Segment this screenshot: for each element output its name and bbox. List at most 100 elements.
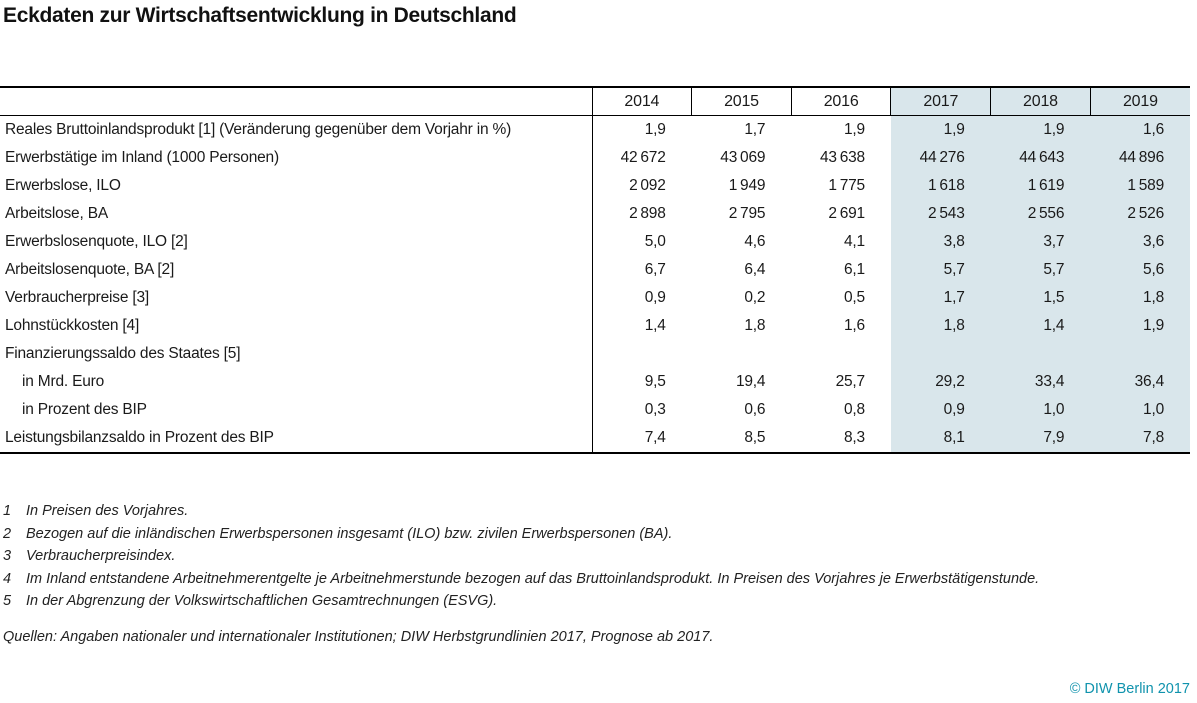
cell-value: 7,4	[592, 424, 692, 454]
economic-data-table: 2014 2015 2016 2017 2018 2019 Reales Bru…	[0, 86, 1190, 454]
footnote-number: 3	[3, 548, 12, 564]
cell-value: 1,0	[990, 396, 1091, 424]
row-label: Reales Bruttoinlandsprodukt [1] (Verände…	[0, 115, 593, 144]
footnote: 4 Im Inland entstandene Arbeitnehmerentg…	[3, 568, 1197, 591]
cell-value: 0,9	[644, 289, 666, 306]
cell-value: 1,6	[844, 317, 865, 334]
cell-value: 3,8	[890, 228, 991, 256]
cell-value: 44 643	[990, 144, 1091, 172]
cell-value: 1 775	[828, 177, 865, 194]
table-row: Verbraucherpreise [3] 0,9 0,2 0,5 1,7 1,5 1,8	[0, 284, 1190, 312]
cell-value: 2 092	[629, 177, 666, 194]
cell-value: 2 556	[990, 200, 1091, 228]
cell-value: 5,7	[890, 256, 991, 284]
cell-value: 1,9	[990, 115, 1091, 144]
cell-value	[890, 340, 991, 368]
row-label: Lohnstückkosten [4]	[0, 312, 593, 340]
footnote-text: Verbraucherpreisindex.	[26, 548, 176, 564]
cell-value: 1 589	[1090, 172, 1190, 200]
footnotes-block: 1 In Preisen des Vorjahres. 2 Bezogen au…	[3, 500, 1197, 613]
cell-value: 25,7	[835, 373, 866, 390]
table-row: Leistungsbilanzsaldo in Prozent des BIP 7…	[0, 424, 1190, 454]
footnote-text: Im Inland entstandene Arbeitnehmerentgel…	[26, 570, 1040, 587]
cell-value: 1,9	[644, 121, 666, 138]
cell-value: 1,8	[1090, 284, 1190, 312]
cell-value: 2 543	[890, 200, 991, 228]
cell-value: 3,6	[1090, 228, 1190, 256]
footnote-text: Bezogen auf die inländischen Erwerbspers…	[26, 525, 673, 542]
year-column-header: 2016	[790, 86, 891, 116]
footnote-number: 4	[3, 570, 12, 587]
cell-value: 42 672	[620, 149, 666, 166]
cell-value: 4,6	[744, 233, 766, 250]
sources-line: Quellen: Angaben nationaler und internat…	[3, 628, 714, 645]
cell-value: 0,3	[644, 401, 666, 418]
row-label-header	[0, 86, 592, 116]
cell-value: 7,8	[1090, 424, 1190, 454]
footnote: 1 In Preisen des Vorjahres.	[3, 500, 1197, 523]
table-row: Reales Bruttoinlandsprodukt [1] (Verände…	[0, 115, 1190, 144]
row-label: Arbeitslosenquote, BA [2]	[0, 256, 593, 284]
cell-value: 1,8	[890, 312, 991, 340]
cell-value: 1 619	[990, 172, 1091, 200]
cell-value: 33,4	[990, 368, 1091, 396]
cell-value: 2 526	[1090, 200, 1190, 228]
cell-value: 1 618	[890, 172, 991, 200]
table-row: Arbeitslosenquote, BA [2] 6,7 6,4 6,1 5,7 5,7…	[0, 256, 1190, 284]
year-column-header: 2015	[691, 86, 792, 116]
row-label: Arbeitslose, BA	[0, 200, 593, 228]
cell-value: 1,5	[990, 284, 1091, 312]
cell-value: 0,6	[744, 401, 766, 418]
cell-value: 0,9	[890, 396, 991, 424]
cell-value: 1,9	[890, 115, 991, 144]
footnote-number: 2	[3, 525, 12, 542]
footnote-text: In der Abgrenzung der Volkswirtschaftlic…	[26, 593, 498, 609]
cell-value: 43 069	[720, 149, 766, 166]
cell-value: 8,5	[691, 424, 792, 454]
cell-value: 1,8	[744, 317, 766, 334]
cell-value: 2 691	[828, 205, 865, 222]
cell-value: 6,1	[844, 261, 865, 278]
cell-value: 7,9	[990, 424, 1091, 454]
year-column-header-forecast: 2017	[890, 86, 991, 116]
table-row: Lohnstückkosten [4] 1,4 1,8 1,6 1,8 1,4 1,9	[0, 312, 1190, 340]
footnote: 3 Verbraucherpreisindex.	[3, 545, 1197, 568]
table-row: Finanzierungssaldo des Staates [5]	[0, 340, 1190, 368]
cell-value: 2 898	[629, 205, 666, 222]
table-row: Erwerbslosenquote, ILO [2] 5,0 4,6 4,1 3,8 3,…	[0, 228, 1190, 256]
cell-value: 5,7	[990, 256, 1091, 284]
cell-value: 0,2	[744, 289, 766, 306]
footnote-number: 5	[3, 593, 12, 609]
table-row: Arbeitslose, BA 2 898 2 795 2 691 2 543 2 556…	[0, 200, 1190, 228]
cell-value: 2 795	[728, 205, 766, 222]
cell-value	[592, 340, 692, 368]
footnote: 5 In der Abgrenzung der Volkswirtschaftl…	[3, 590, 1197, 613]
cell-value: 1,4	[644, 317, 666, 334]
row-label: in Prozent des BIP	[0, 396, 593, 424]
cell-value: 0,8	[844, 401, 865, 418]
table-header: 2014 2015 2016 2017 2018 2019	[0, 86, 1190, 116]
cell-value: 5,6	[1090, 256, 1190, 284]
cell-value: 6,4	[744, 261, 766, 278]
cell-value: 3,7	[990, 228, 1091, 256]
year-column-header-forecast: 2019	[1089, 86, 1190, 116]
cell-value	[692, 340, 792, 368]
row-label: Erwerbslose, ILO	[0, 172, 593, 200]
year-header-row: 2014 2015 2016 2017 2018 2019	[0, 86, 1190, 116]
row-label: Finanzierungssaldo des Staates [5]	[0, 340, 593, 368]
cell-value: 44 896	[1090, 144, 1190, 172]
row-label: in Mrd. Euro	[0, 368, 593, 396]
cell-value: 43 638	[819, 149, 865, 166]
cell-value: 29,2	[890, 368, 991, 396]
table-row: Erwerbstätige im Inland (1000 Personen) 4…	[0, 144, 1190, 172]
cell-value: 1,6	[1090, 115, 1190, 144]
row-label: Erwerbstätige im Inland (1000 Personen)	[0, 144, 593, 172]
row-label: Erwerbslosenquote, ILO [2]	[0, 228, 593, 256]
cell-value: 1 949	[728, 177, 766, 194]
table-row: in Mrd. Euro 9,5 19,4 25,7 29,2 33,4 36,4	[0, 368, 1190, 396]
footnote-number: 1	[3, 503, 12, 519]
cell-value: 1,7	[890, 284, 991, 312]
cell-value: 8,1	[890, 424, 991, 454]
table-body: Reales Bruttoinlandsprodukt [1] (Verände…	[0, 115, 1190, 454]
cell-value: 0,5	[844, 289, 865, 306]
